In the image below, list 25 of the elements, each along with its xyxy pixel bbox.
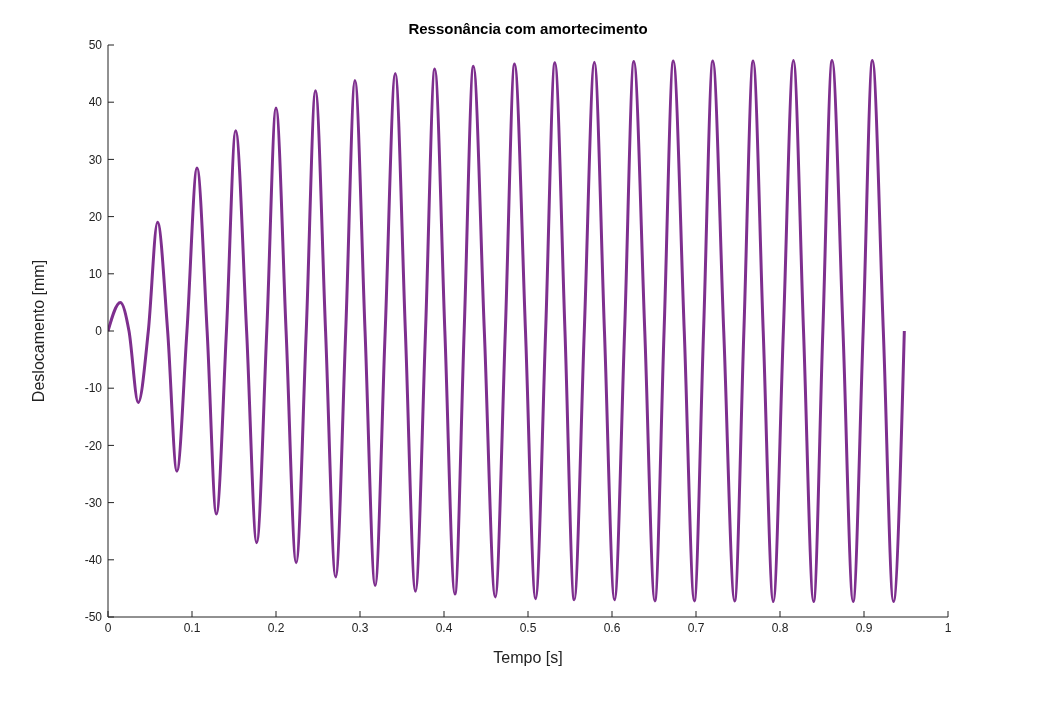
y-tick-label: 30 [88, 152, 103, 167]
y-tick-label: -30 [84, 495, 103, 510]
y-tick-label: -20 [84, 438, 103, 453]
x-tick-label: 0.9 [855, 620, 873, 635]
line-series [108, 58, 906, 604]
x-tick-label: 1 [944, 620, 952, 635]
y-tick-label: -10 [84, 381, 103, 396]
x-tick-label: 0.7 [687, 620, 705, 635]
x-tick-label: 0.5 [519, 620, 537, 635]
x-axis-title: Tempo [s] [493, 649, 563, 666]
chart-title: Ressonância com amortecimento [407, 20, 649, 37]
y-tick-label: -40 [84, 553, 103, 568]
x-tick-label: 0.8 [771, 620, 789, 635]
y-tick-label: -50 [84, 610, 103, 625]
y-tick-label: 0 [95, 324, 103, 339]
y-tick-label: 50 [88, 38, 103, 53]
y-tick-label: 10 [88, 267, 103, 282]
y-axis-title: Deslocamento [mm] [29, 259, 47, 403]
y-tick-label: 40 [88, 95, 103, 110]
x-tick-label: 0.2 [267, 620, 285, 635]
y-tick-label: 20 [88, 209, 103, 224]
x-tick-label: 0.4 [435, 620, 453, 635]
x-tick-label: 0.1 [183, 620, 201, 635]
x-tick-label: 0.6 [603, 620, 621, 635]
x-tick-label: 0.3 [351, 620, 369, 635]
